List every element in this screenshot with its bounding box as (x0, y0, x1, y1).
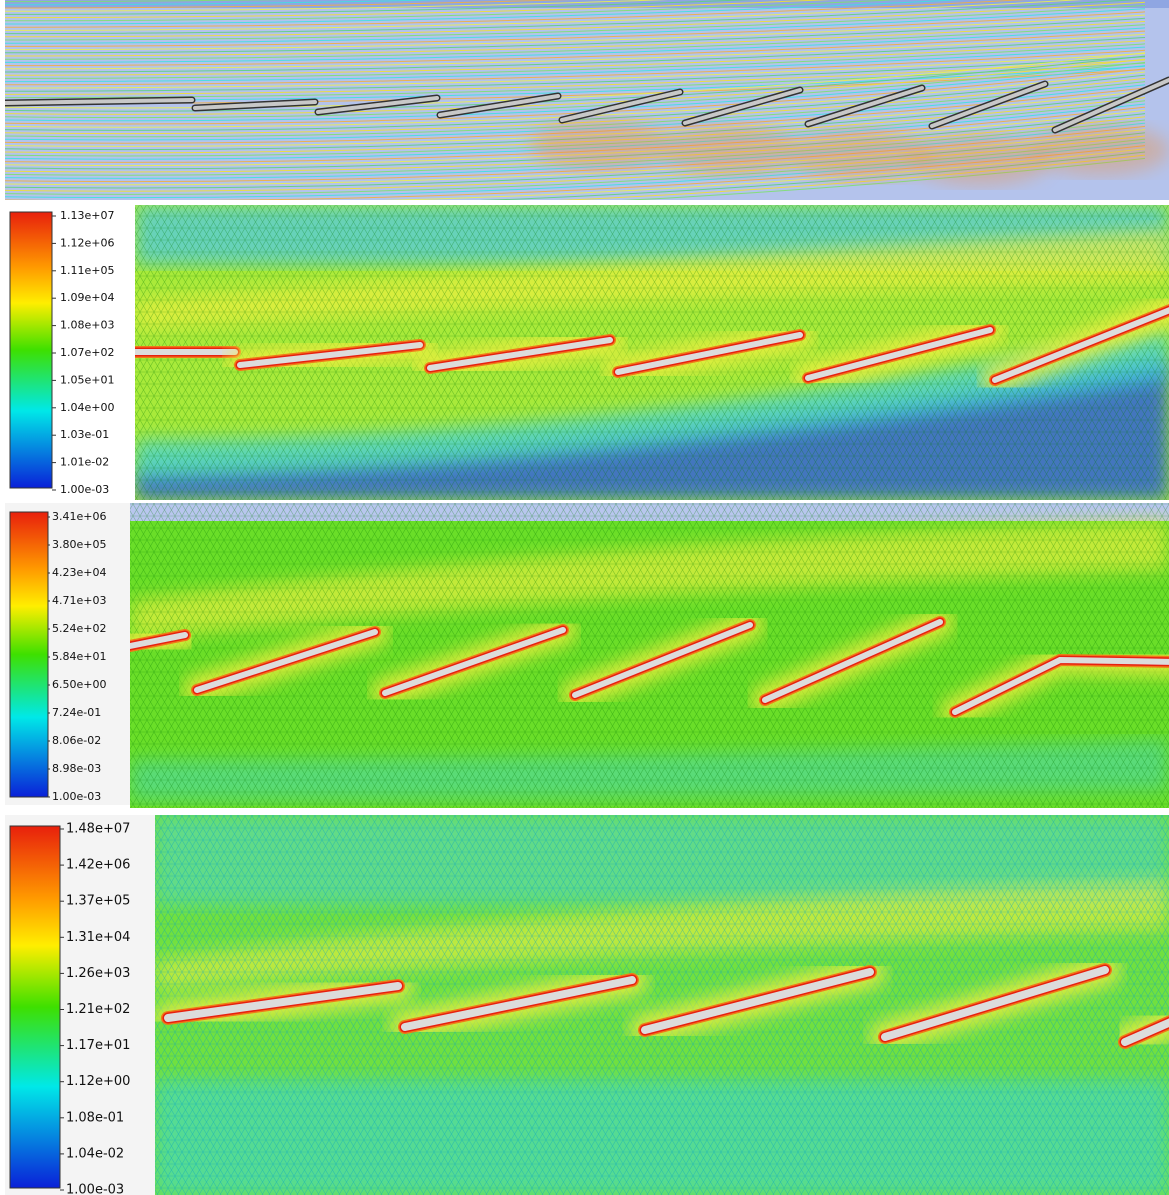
figure: 1.13e+07 1.12e+06 1.11e+05 1.09e+04 1.08e+03… (0, 0, 1169, 1195)
colorbar-label: 6.50e+00 (52, 678, 106, 691)
colorbar-label: 1.12e+00 (66, 1074, 130, 1089)
colorbar-label: 4.23e+04 (52, 566, 106, 579)
colorbar-label: 1.48e+07 (66, 822, 130, 837)
colorbar-label: 1.04e+00 (60, 401, 114, 414)
contour-panel-1 (120, 205, 1169, 500)
colorbar-label: 1.03e-01 (60, 428, 109, 441)
colorbar-label: 1.42e+06 (66, 858, 130, 873)
colorbar-label: 1.09e+04 (60, 291, 114, 304)
colorbar-label: 5.24e+02 (52, 622, 106, 635)
colorbar-label: 1.13e+07 (60, 209, 114, 222)
colorbar-label: 1.21e+02 (66, 1002, 130, 1017)
wake (790, 130, 930, 180)
colorbar-label: 1.26e+03 (66, 966, 130, 981)
colorbar-label: 1.00e-03 (66, 1183, 124, 1195)
contour-panel-3 (155, 815, 1169, 1195)
colorbar (10, 826, 60, 1188)
colorbar-label: 5.84e+01 (52, 650, 106, 663)
wake (1030, 125, 1169, 175)
colorbar-label: 3.41e+06 (52, 510, 106, 523)
colorbar-label: 8.98e-03 (52, 762, 101, 775)
colorbar-label: 3.80e+05 (52, 538, 106, 551)
colorbar-label: 7.24e-01 (52, 706, 101, 719)
colorbar (10, 212, 52, 488)
wake (910, 135, 1050, 185)
colorbar (10, 512, 48, 797)
colorbar-label: 8.06e-02 (52, 734, 101, 747)
colorbar-label: 1.11e+05 (60, 264, 114, 277)
wake (530, 120, 670, 170)
colorbar-label: 1.00e-03 (60, 483, 109, 496)
colorbar-label: 1.17e+01 (66, 1038, 130, 1053)
colorbar-label: 1.37e+05 (66, 894, 130, 909)
colorbar-label: 1.00e-03 (52, 790, 101, 803)
colorbar-label: 1.07e+02 (60, 346, 114, 359)
colorbar-label: 1.05e+01 (60, 373, 114, 386)
colorbar-label: 1.12e+06 (60, 236, 114, 249)
colorbar-label: 1.01e-02 (60, 456, 109, 469)
wake (660, 125, 800, 175)
contour-panel-2 (120, 503, 1169, 808)
colorbar-label: 1.04e-02 (66, 1146, 124, 1161)
page: {"panels": [ {"colorbar": {"labels": ["1… (0, 0, 1169, 1195)
colorbar-label: 1.08e-01 (66, 1110, 124, 1125)
colorbar-label: 1.08e+03 (60, 319, 114, 332)
colorbar-label: 1.31e+04 (66, 930, 130, 945)
colorbar-label: 4.71e+03 (52, 594, 106, 607)
